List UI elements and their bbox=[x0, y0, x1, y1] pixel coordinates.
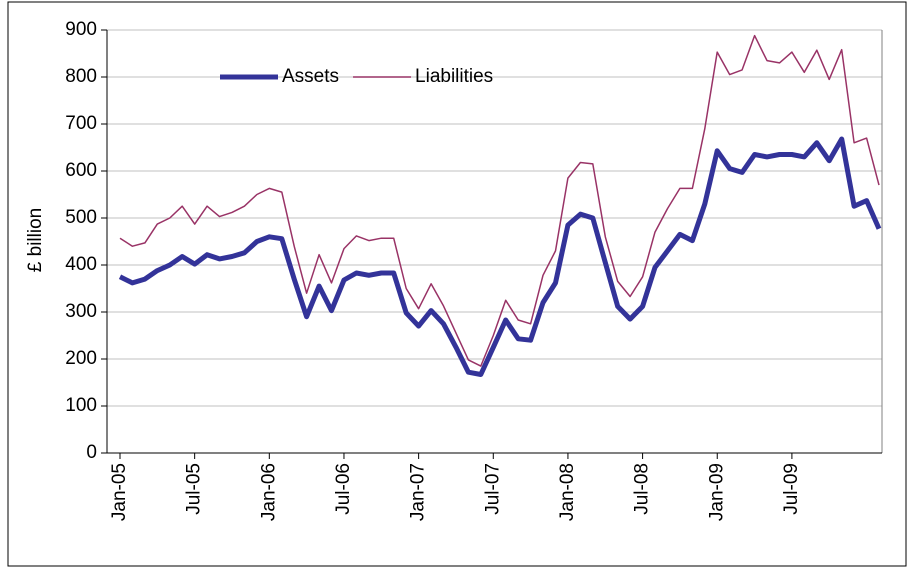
series-line bbox=[119, 34, 880, 367]
x-tick-label: Jul-07 bbox=[482, 463, 503, 515]
y-tick-label: 0 bbox=[86, 442, 97, 463]
x-tick-label: Jul-08 bbox=[632, 463, 653, 515]
x-tick-label: Jan-05 bbox=[109, 463, 130, 521]
y-tick-label: 500 bbox=[65, 207, 97, 228]
legend-label: Liabilities bbox=[415, 66, 493, 87]
series-line bbox=[118, 136, 882, 377]
x-tick-label: Jan-07 bbox=[408, 463, 429, 521]
x-tick-label: Jan-09 bbox=[706, 463, 727, 521]
y-tick-label: 900 bbox=[65, 19, 97, 40]
y-tick-label: 700 bbox=[65, 113, 97, 134]
legend-label: Assets bbox=[282, 66, 339, 87]
y-tick-label: 400 bbox=[65, 254, 97, 275]
chart-frame bbox=[7, 1, 907, 567]
x-tick-label: Jan-08 bbox=[557, 463, 578, 521]
y-tick-label: 200 bbox=[65, 348, 97, 369]
x-tick-label: Jan-06 bbox=[258, 463, 279, 521]
y-tick-label: 800 bbox=[65, 66, 97, 87]
x-tick-label: Jul-06 bbox=[333, 463, 354, 515]
y-tick-label: 600 bbox=[65, 160, 97, 181]
y-tick-label: 300 bbox=[65, 301, 97, 322]
y-tick-label: 100 bbox=[65, 395, 97, 416]
x-tick-label: Jul-05 bbox=[184, 463, 205, 515]
x-tick-label: Jul-09 bbox=[781, 463, 802, 515]
y-axis-title: £ billion bbox=[25, 208, 46, 272]
